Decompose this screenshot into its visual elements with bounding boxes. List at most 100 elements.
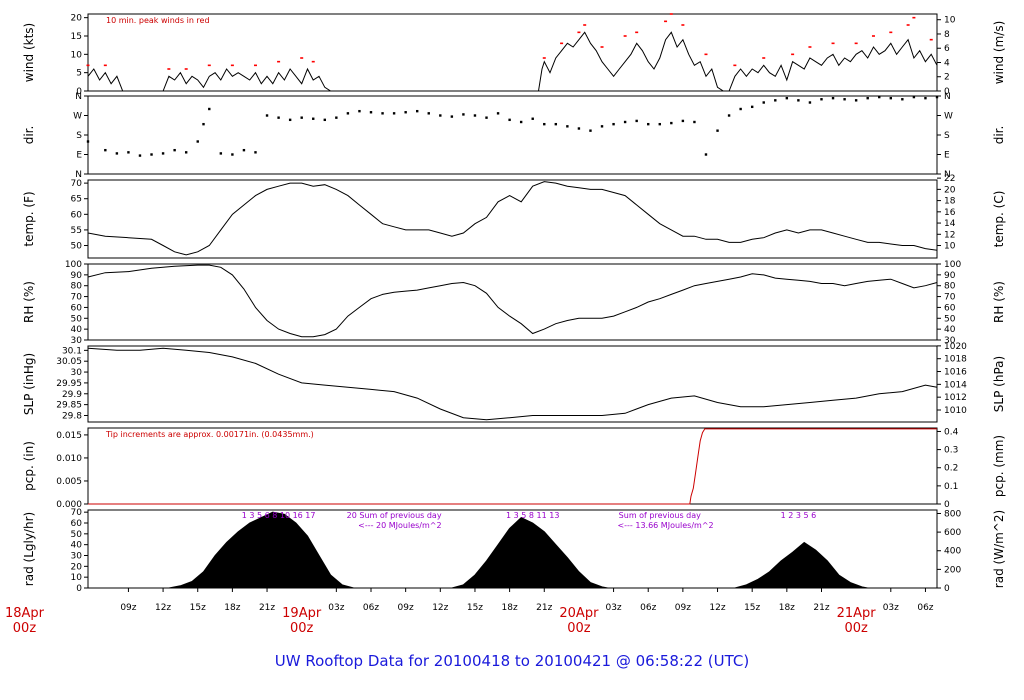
peak-point	[623, 35, 627, 37]
dir-point	[416, 109, 419, 113]
dir-point	[300, 116, 303, 119]
dir-point	[208, 107, 211, 111]
day-label-time: 00z	[290, 621, 314, 636]
x-tick-label: 06z	[917, 603, 933, 613]
rad-annotation: 1 3 5 8 11 13	[506, 511, 559, 520]
left-tick-label: 0	[76, 584, 82, 594]
dir-point	[161, 152, 165, 155]
left-tick-label: 30	[71, 552, 83, 562]
right-tick-label: 600	[944, 528, 961, 538]
series-wind	[87, 31, 938, 92]
right-tick-label: 1012	[944, 393, 967, 403]
dir-point	[912, 95, 916, 99]
dir-point	[358, 109, 361, 113]
left-tick-label: 30.05	[56, 357, 82, 367]
left-tick-label: 20	[71, 562, 83, 572]
panel-annotation: Tip increments are approx. 0.00171in. (0…	[105, 430, 314, 439]
series-temp	[87, 181, 938, 256]
dir-point	[727, 114, 731, 117]
left-tick-label: 29.85	[56, 401, 82, 411]
left-tick-label: 90	[71, 271, 83, 281]
peak-point	[167, 68, 171, 70]
dir-point	[797, 99, 800, 102]
left-tick-label: N	[75, 170, 82, 180]
right-tick-label: 10	[944, 16, 956, 26]
dir-point	[820, 98, 823, 101]
peak-point	[600, 46, 604, 48]
y-axis-label-right: wind (m/s)	[992, 21, 1006, 85]
dir-point	[716, 129, 719, 132]
left-tick-label: 50	[71, 530, 83, 540]
y-axis-label: pcp. (in)	[22, 441, 36, 491]
left-tick-label: 0.000	[56, 500, 82, 510]
dir-point	[774, 99, 777, 102]
right-tick-label: 80	[944, 282, 956, 292]
panel-frame	[87, 263, 938, 341]
peak-point	[577, 31, 581, 34]
right-tick-label: 22	[944, 174, 955, 184]
dir-point	[635, 119, 638, 123]
dir-point	[866, 96, 869, 100]
left-tick-label: 0.010	[56, 454, 82, 464]
rad-annotation: Sum of previous day	[619, 511, 701, 520]
left-tick-label: 30	[71, 368, 83, 378]
panel-frame	[87, 95, 938, 175]
panel-frame	[87, 427, 938, 505]
y-axis-label: dir.	[22, 126, 36, 145]
dir-point	[566, 125, 569, 128]
panel-annotation: 10 min. peak winds in red	[106, 16, 210, 25]
x-tick-label: 18z	[502, 603, 518, 613]
peak-point	[230, 64, 234, 67]
peak-point	[912, 16, 916, 19]
dir-point	[785, 96, 789, 100]
peak-point	[733, 64, 737, 67]
dir-point	[381, 112, 384, 115]
dir-point	[202, 122, 205, 126]
left-tick-label: 70	[71, 179, 83, 189]
day-label-time: 00z	[567, 621, 591, 636]
dir-point	[346, 112, 350, 115]
panel-frame	[87, 345, 938, 423]
peak-point	[253, 64, 257, 67]
dir-point	[392, 112, 396, 115]
right-tick-label: 16	[944, 208, 956, 218]
right-tick-label: N	[944, 92, 951, 102]
left-tick-label: S	[76, 131, 82, 141]
day-label: 19Apr	[282, 606, 322, 621]
dir-point	[831, 96, 835, 100]
dir-point	[843, 98, 846, 101]
right-tick-label: 0	[944, 500, 950, 510]
left-tick-label: 80	[71, 282, 83, 292]
peak-point	[808, 46, 812, 48]
right-tick-label: 60	[944, 303, 956, 313]
left-tick-label: 100	[65, 260, 82, 270]
dir-point	[127, 151, 130, 154]
dir-point	[647, 122, 650, 126]
peak-point	[300, 57, 304, 59]
right-tick-label: 0	[944, 584, 950, 594]
dir-point	[265, 114, 269, 117]
left-tick-label: 60	[71, 519, 83, 529]
day-label-time: 00z	[13, 621, 37, 636]
rad-annotation: <--- 13.66 MJoules/m^2	[617, 521, 713, 530]
left-tick-label: 20	[71, 14, 83, 24]
right-tick-label: 70	[944, 293, 956, 303]
dir-point	[138, 154, 142, 157]
right-tick-label: 0.4	[944, 427, 959, 437]
right-tick-label: N	[944, 170, 951, 180]
rad-annotation: <--- 20 MJoules/m^2	[358, 521, 441, 530]
series-dir	[86, 95, 939, 157]
dir-point	[462, 113, 465, 116]
left-tick-label: 50	[71, 314, 83, 324]
right-tick-label: 14	[944, 219, 956, 229]
dir-point	[104, 148, 107, 152]
left-tick-label: 10	[71, 50, 83, 60]
dir-point	[184, 151, 188, 154]
panel-frame	[87, 13, 938, 92]
dir-point	[762, 101, 765, 104]
dir-point	[750, 105, 754, 109]
rad-annotation: 20 Sum of previous day	[347, 511, 442, 520]
